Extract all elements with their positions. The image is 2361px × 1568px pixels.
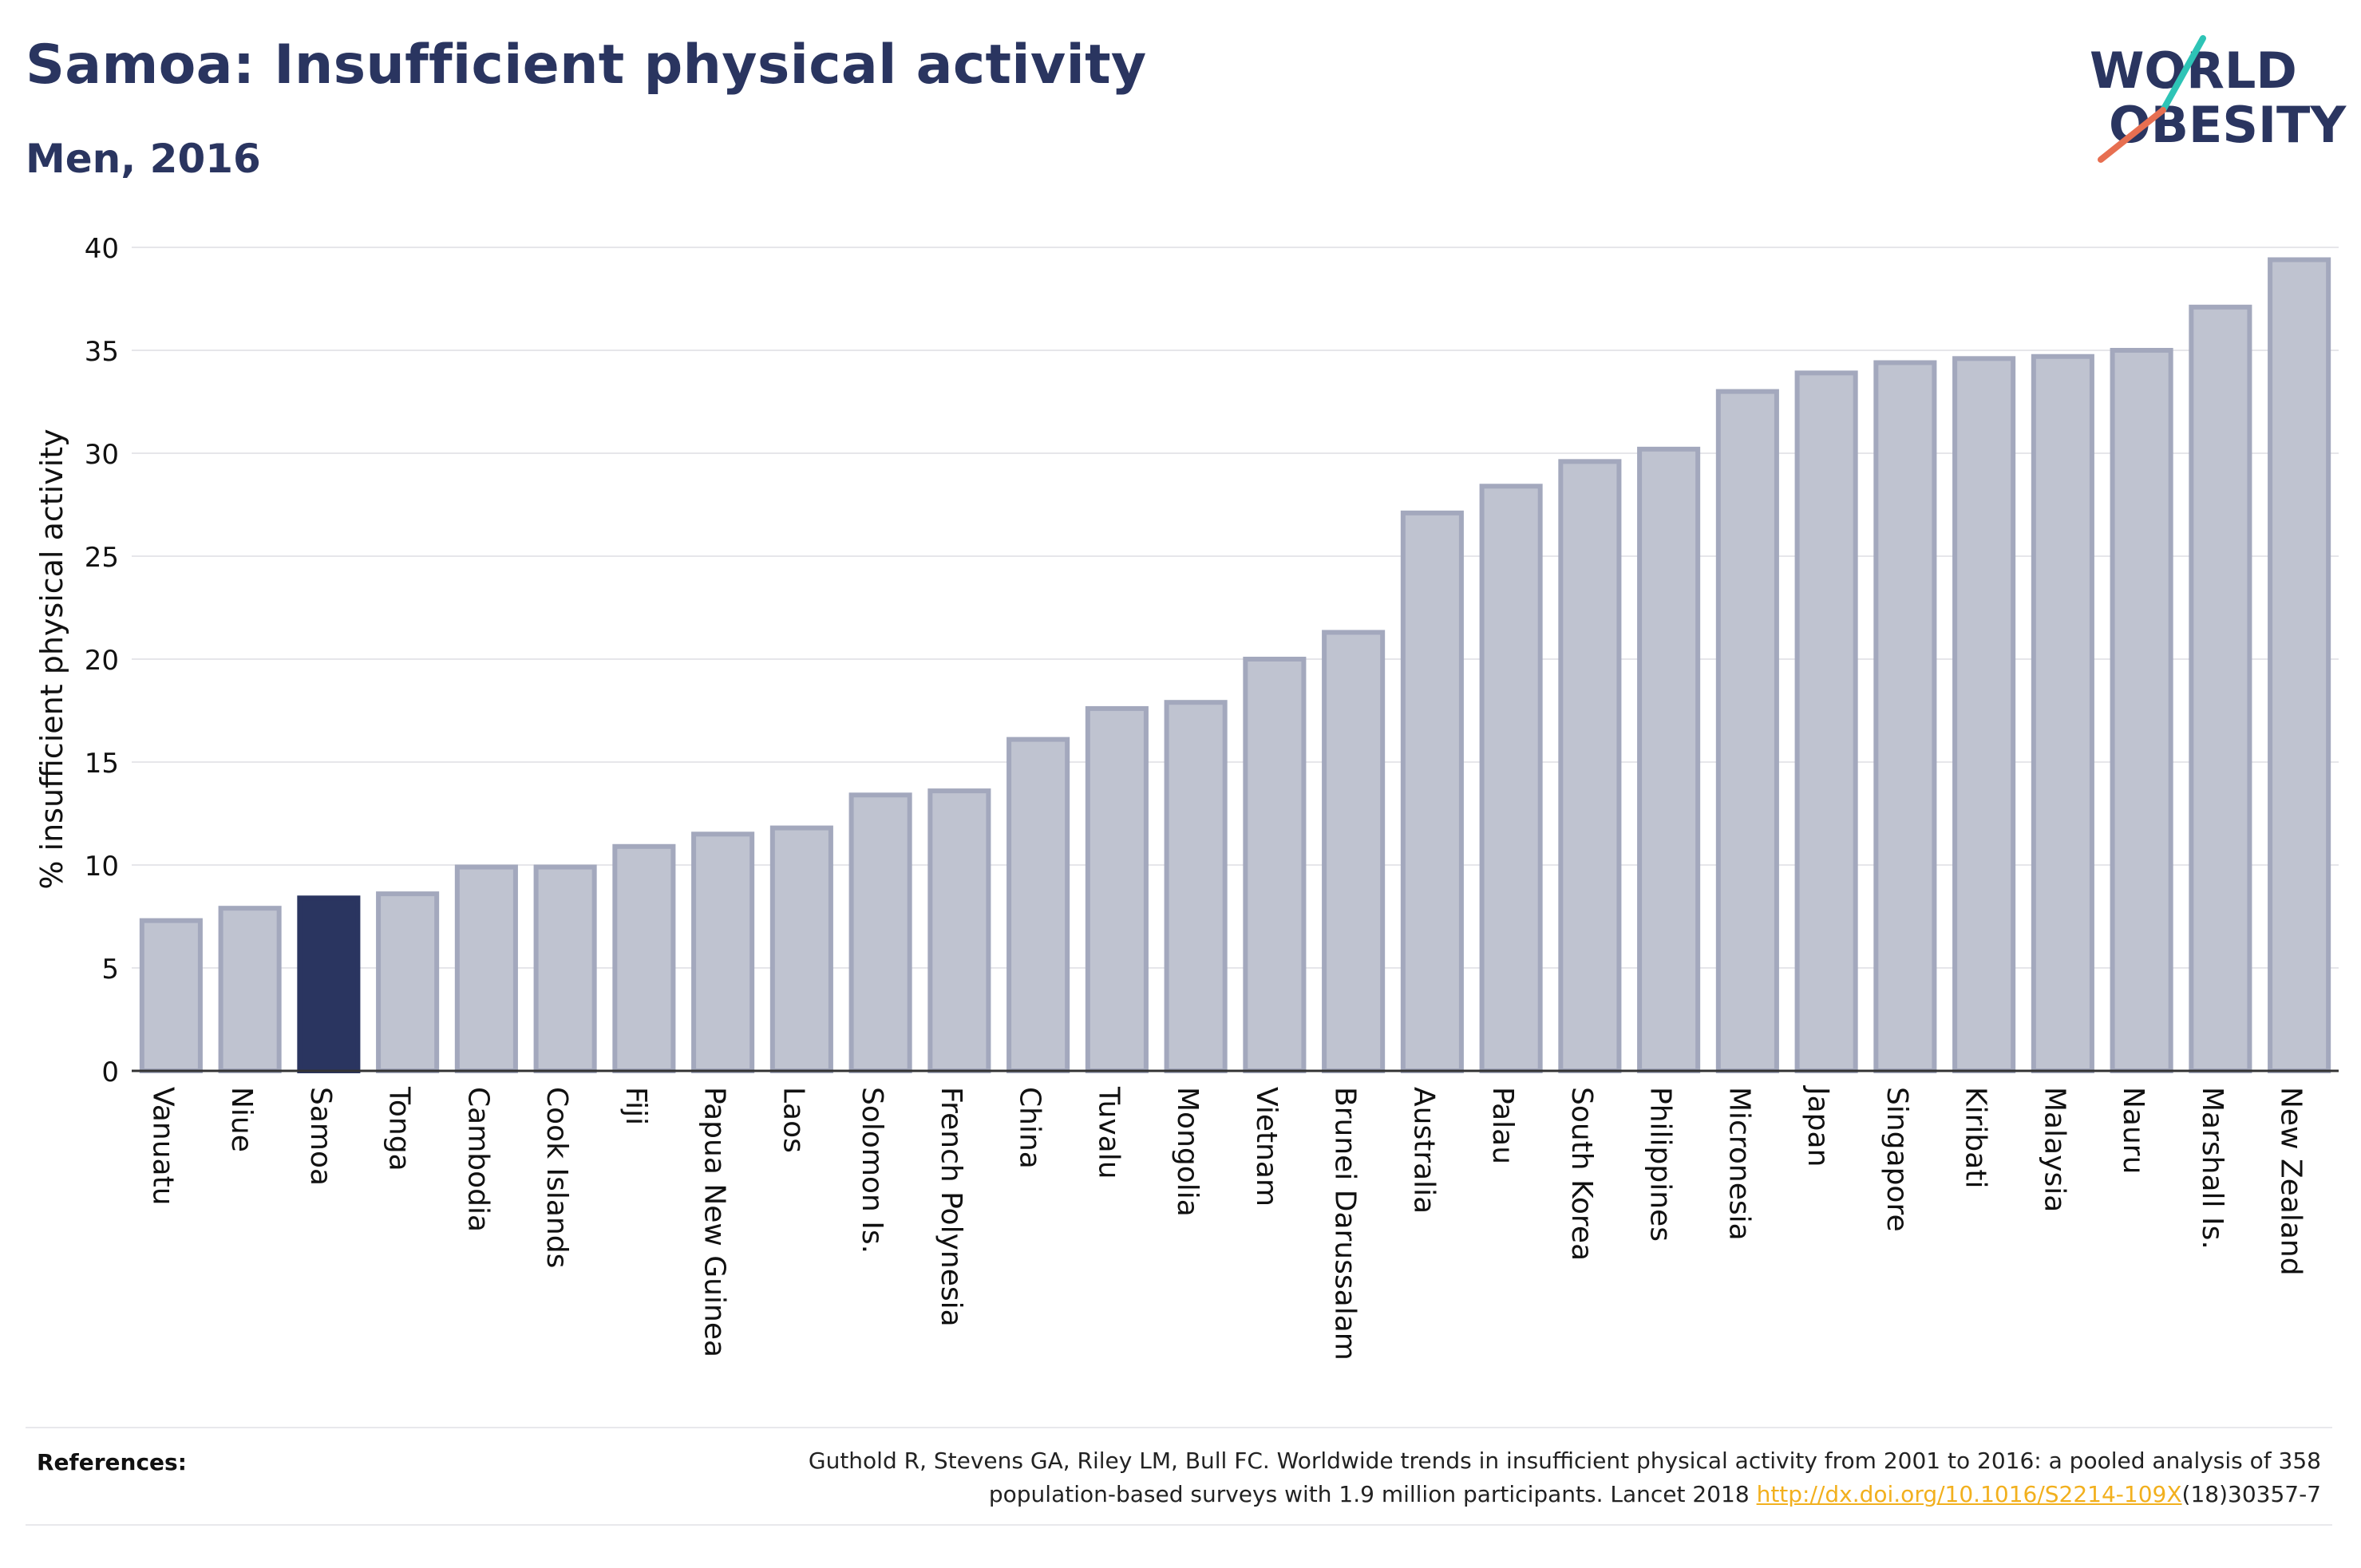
x-tick-label: Australia xyxy=(1407,1087,1440,1214)
references-section: References: Guthold R, Stevens GA, Riley… xyxy=(26,1427,2332,1526)
x-tick-label: Kiribati xyxy=(1960,1087,1992,1188)
y-tick-label: 10 xyxy=(85,851,119,883)
page-title: Samoa: Insufficient physical activity xyxy=(26,34,1147,97)
bar-kiribati xyxy=(1952,356,2016,1073)
x-tick-label: Samoa xyxy=(304,1087,337,1186)
x-tick-label: Cook Islands xyxy=(540,1087,573,1268)
bar-solomon-is xyxy=(848,792,912,1074)
y-axis-label: % insufficient physical activity xyxy=(34,429,69,889)
x-tick-label: Fiji xyxy=(619,1087,652,1125)
x-tick-label: Mongolia xyxy=(1171,1087,1204,1217)
x-tick-label: Philippines xyxy=(1644,1087,1677,1242)
x-tick-label: Niue xyxy=(225,1087,258,1152)
bar-chart: 0 5 10 15 20 25 30 35 40 Vanuatu Niue Samoa Tonga Ca… xyxy=(34,233,2339,1361)
x-tick-label: China xyxy=(1014,1087,1046,1169)
x-tick-label: Vanuatu xyxy=(146,1087,179,1206)
bar-niue xyxy=(218,906,282,1074)
bar-cambodia xyxy=(454,864,518,1073)
y-tick-labels: 0 5 10 15 20 25 30 35 40 xyxy=(85,233,119,1088)
x-tick-label: Papua New Guinea xyxy=(698,1087,731,1357)
x-tick-label: Malaysia xyxy=(2038,1087,2070,1212)
y-tick-label: 5 xyxy=(101,954,119,985)
bar-china xyxy=(1006,737,1070,1073)
bar-tuvalu xyxy=(1085,705,1149,1073)
bar-malaysia xyxy=(2031,353,2094,1073)
bar-fiji xyxy=(612,843,676,1074)
y-tick-label: 40 xyxy=(85,233,119,265)
x-tick-label: Nauru xyxy=(2117,1087,2149,1174)
bar-french-polynesia xyxy=(927,788,991,1073)
bar-vietnam xyxy=(1243,657,1307,1073)
bar-nauru xyxy=(2110,348,2173,1073)
page-subtitle: Men, 2016 xyxy=(26,136,261,182)
x-tick-label: Palau xyxy=(1486,1087,1519,1164)
bar-micronesia xyxy=(1715,389,1779,1074)
bar-vanuatu xyxy=(139,918,203,1074)
reference-line-1: Guthold R, Stevens GA, Riley LM, Bull FC… xyxy=(808,1448,2321,1474)
bar-singapore xyxy=(1873,360,1937,1074)
x-tick-labels: Vanuatu Niue Samoa Tonga Cambodia Cook Island… xyxy=(146,1085,2307,1361)
bars xyxy=(139,257,2331,1074)
references-label: References: xyxy=(37,1449,187,1475)
x-tick-label: Marshall Is. xyxy=(2196,1087,2229,1250)
references-text: Guthold R, Stevens GA, Riley LM, Bull FC… xyxy=(485,1444,2321,1511)
y-tick-label: 35 xyxy=(85,336,119,368)
bar-mongolia xyxy=(1164,700,1228,1073)
x-tick-label: French Polynesia xyxy=(935,1087,967,1327)
bar-japan xyxy=(1794,370,1858,1073)
x-tick-label: Japan xyxy=(1801,1085,1834,1167)
reference-doi-link[interactable]: http://dx.doi.org/10.1016/S2214-109X xyxy=(1756,1481,2182,1507)
x-tick-label: Tonga xyxy=(383,1086,416,1171)
y-tick-label: 15 xyxy=(85,748,119,780)
reference-line-2-suffix: (18)30357-7 xyxy=(2181,1481,2321,1507)
bar-cook-islands xyxy=(533,864,597,1073)
bar-marshall-is xyxy=(2189,304,2252,1073)
x-tick-label: Tuvalu xyxy=(1092,1086,1125,1179)
bar-laos xyxy=(769,825,833,1074)
x-tick-label: Cambodia xyxy=(461,1087,494,1232)
x-tick-label: Laos xyxy=(777,1087,809,1153)
y-tick-label: 0 xyxy=(101,1057,119,1088)
x-tick-label: Micronesia xyxy=(1722,1087,1755,1241)
x-tick-label: Singapore xyxy=(1880,1087,1913,1232)
x-tick-label: Solomon Is. xyxy=(856,1087,888,1254)
bar-new-zealand xyxy=(2268,257,2331,1074)
x-tick-label: Brunei Darussalam xyxy=(1329,1087,1362,1361)
bar-south-korea xyxy=(1558,459,1622,1073)
x-tick-label: South Korea xyxy=(1565,1087,1598,1261)
world-obesity-logo: WORLD OBESITY xyxy=(2083,32,2347,168)
bar-samoa xyxy=(297,895,361,1074)
bar-tonga xyxy=(376,891,440,1073)
y-tick-label: 30 xyxy=(85,439,119,471)
bar-palau xyxy=(1479,484,1543,1073)
bar-philippines xyxy=(1637,446,1701,1073)
y-tick-label: 20 xyxy=(85,645,119,677)
x-tick-label: Vietnam xyxy=(1250,1087,1283,1207)
bar-australia xyxy=(1400,510,1464,1073)
x-tick-label: New Zealand xyxy=(2275,1087,2308,1276)
y-tick-label: 25 xyxy=(85,542,119,574)
reference-line-2: population-based surveys with 1.9 millio… xyxy=(988,1481,1757,1507)
bar-brunei-darussalam xyxy=(1322,630,1386,1073)
bar-papua-new-guinea xyxy=(691,831,755,1074)
